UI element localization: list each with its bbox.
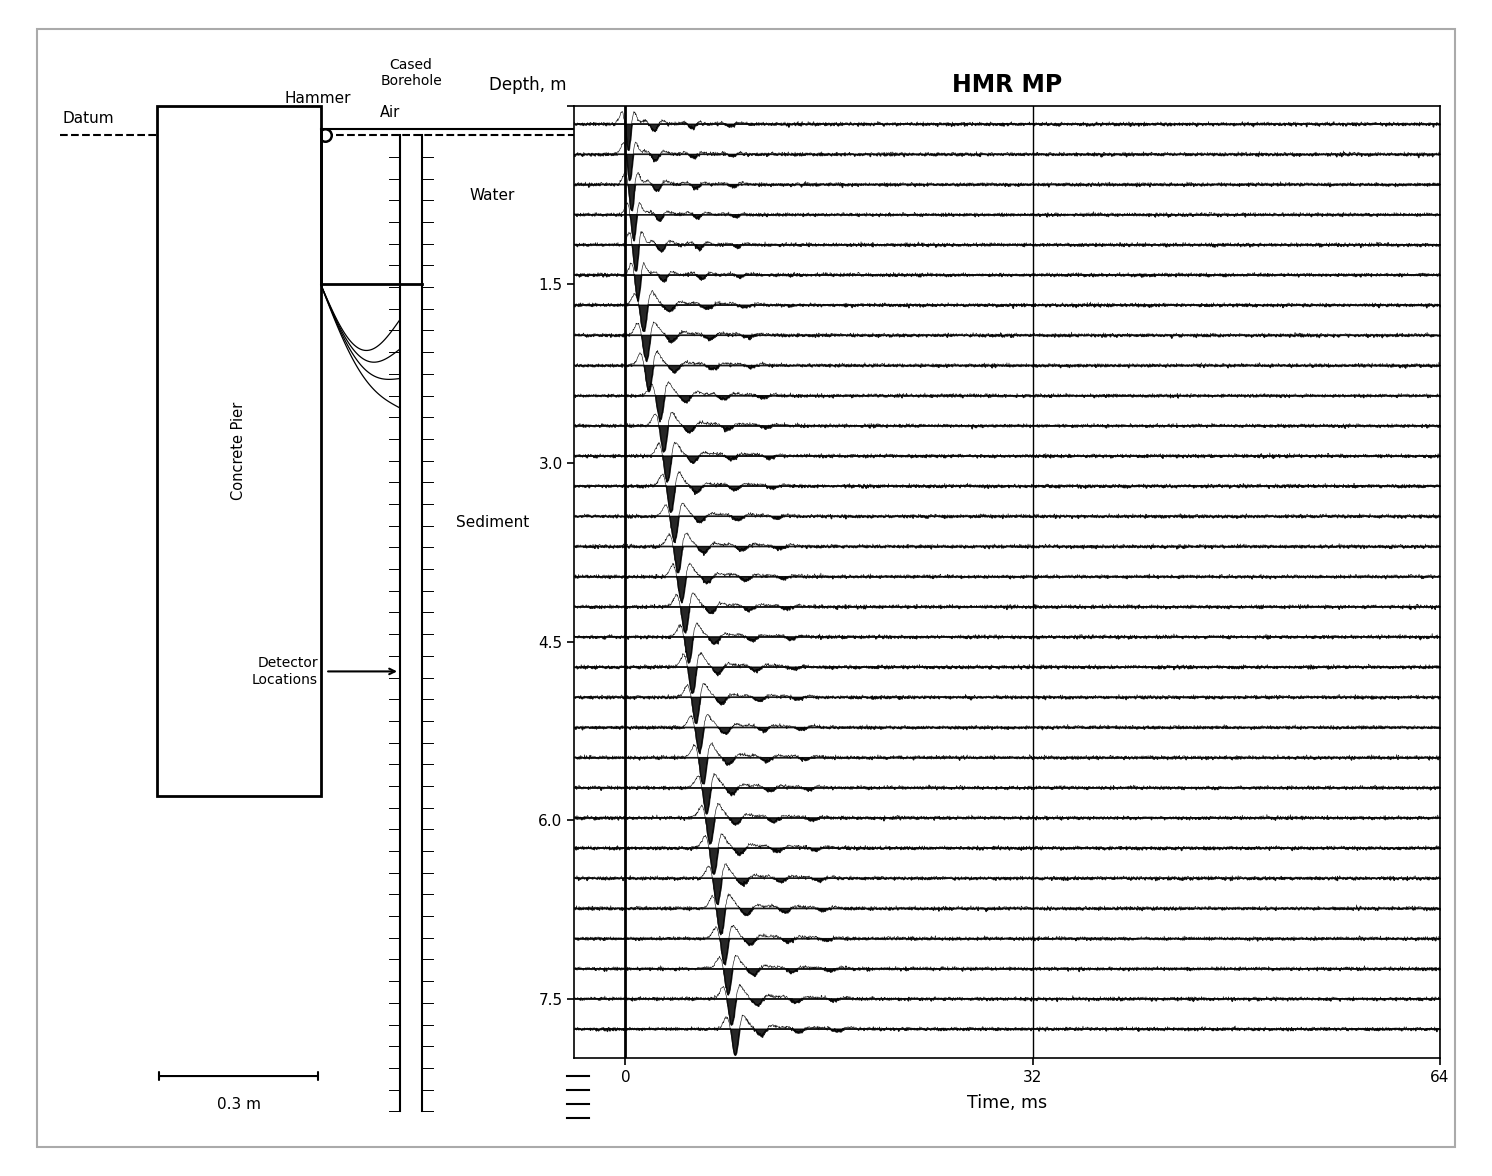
Text: Sediment: Sediment <box>455 515 530 530</box>
Text: Detector
Locations: Detector Locations <box>252 656 318 687</box>
Text: Hammer: Hammer <box>285 91 351 106</box>
Text: Cased
Borehole: Cased Borehole <box>380 58 442 88</box>
Text: 0.3 m: 0.3 m <box>216 1097 261 1112</box>
Text: Depth, m: Depth, m <box>489 76 567 94</box>
Text: Datum: Datum <box>63 111 115 126</box>
Title: HMR MP: HMR MP <box>952 73 1062 96</box>
X-axis label: Time, ms: Time, ms <box>967 1094 1047 1111</box>
Bar <box>157 106 321 796</box>
Text: Water: Water <box>470 188 515 202</box>
Text: Concrete Pier: Concrete Pier <box>231 402 246 500</box>
Text: Air: Air <box>380 105 400 120</box>
